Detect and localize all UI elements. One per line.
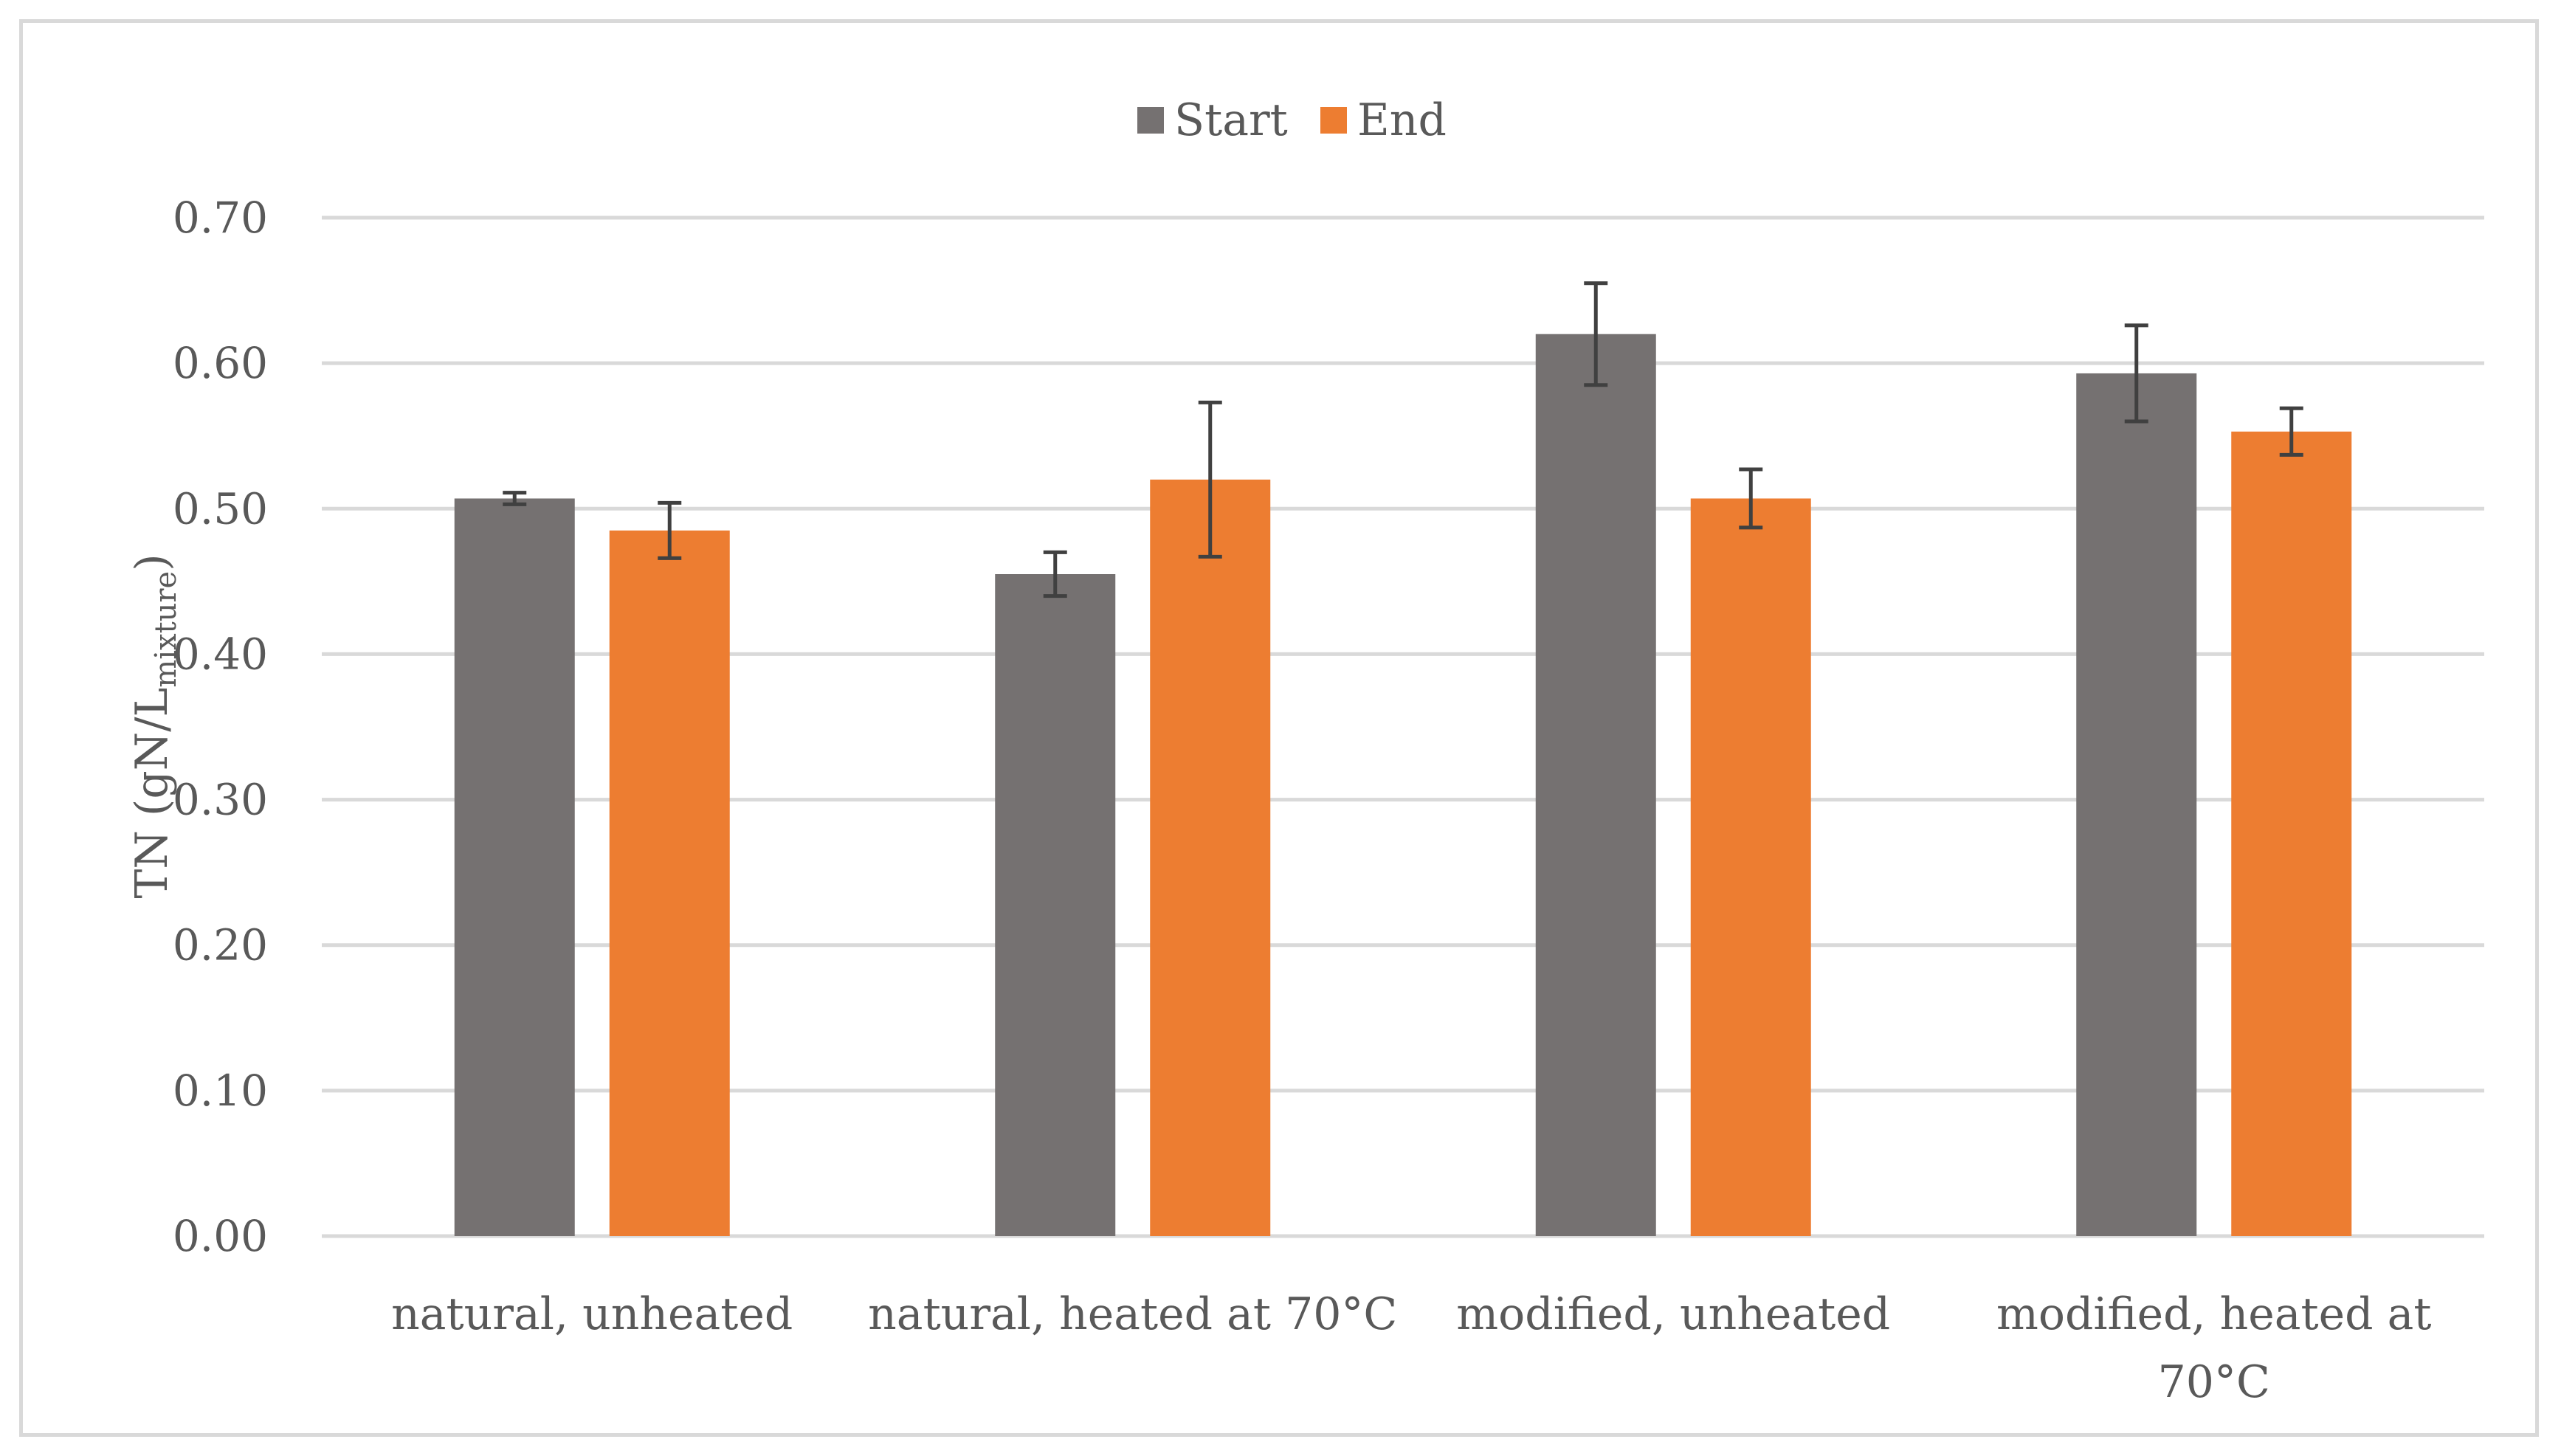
y-tick-label: 0.10 [173, 1066, 268, 1116]
x-tick-label-line: modified, unheated [1456, 1288, 1890, 1340]
bars [454, 334, 2352, 1236]
x-tick-label-line: natural, unheated [391, 1288, 793, 1340]
y-tick-label: 0.50 [173, 483, 268, 534]
y-axis-label-subscript: mixture [149, 571, 183, 688]
x-tick-label-line: natural, heated at 70°C [868, 1288, 1397, 1340]
y-axis-label-main: TN (gN/L [126, 688, 178, 899]
legend-swatch-end [1320, 107, 1347, 134]
legend: Start End [1137, 94, 1447, 146]
x-tick-label: natural, heated at 70°C [868, 1288, 1397, 1340]
bar-start [995, 574, 1116, 1236]
error-bar-end [1198, 400, 1222, 559]
bar-end [609, 530, 730, 1236]
x-tick-label: modified, unheated [1456, 1288, 1890, 1340]
y-axis-label: TN (gN/Lmixture) [126, 553, 183, 898]
error-bar-start [1043, 550, 1067, 598]
x-axis-labels: natural, unheated natural, heated at 70°C… [391, 1288, 2431, 1408]
error-bar-start [1584, 281, 1608, 387]
y-tick-label: 0.70 [173, 193, 268, 243]
y-axis-ticks: 0.00 0.10 0.20 0.30 0.40 0.50 0.60 0.70 [173, 193, 268, 1261]
legend-swatch-start [1137, 107, 1164, 134]
error-bars [503, 281, 2303, 598]
bar-end [1690, 498, 1811, 1236]
legend-label-end: End [1357, 94, 1447, 146]
x-tick-label: natural, unheated [391, 1288, 793, 1340]
error-bar-end [1739, 467, 1763, 530]
bar-chart: 0.00 0.10 0.20 0.30 0.40 0.50 0.60 0.70 natural… [126, 94, 2484, 1408]
x-tick-label-line: 70°C [2158, 1356, 2270, 1408]
y-tick-label: 0.30 [173, 775, 268, 825]
x-tick-label-line: modified, heated at [1996, 1288, 2432, 1340]
error-bar-start [503, 491, 527, 506]
chart-frame: 0.00 0.10 0.20 0.30 0.40 0.50 0.60 0.70 natural… [19, 19, 2539, 1437]
error-bar-end [2279, 406, 2303, 457]
legend-label-start: Start [1174, 94, 1288, 146]
y-tick-label: 0.60 [173, 338, 268, 388]
bar-end [1150, 479, 1271, 1236]
bar-start [2076, 373, 2197, 1236]
y-tick-label: 0.00 [173, 1211, 268, 1261]
error-bar-start [2124, 323, 2148, 424]
error-bar-end [658, 500, 682, 560]
bar-start [1535, 334, 1656, 1236]
x-tick-label: modified, heated at 70°C [1996, 1288, 2432, 1408]
bar-start [454, 498, 575, 1236]
y-tick-label: 0.20 [173, 920, 268, 970]
y-tick-label: 0.40 [173, 629, 268, 679]
y-axis-label-close: ) [126, 553, 178, 570]
bar-end [2231, 431, 2352, 1236]
